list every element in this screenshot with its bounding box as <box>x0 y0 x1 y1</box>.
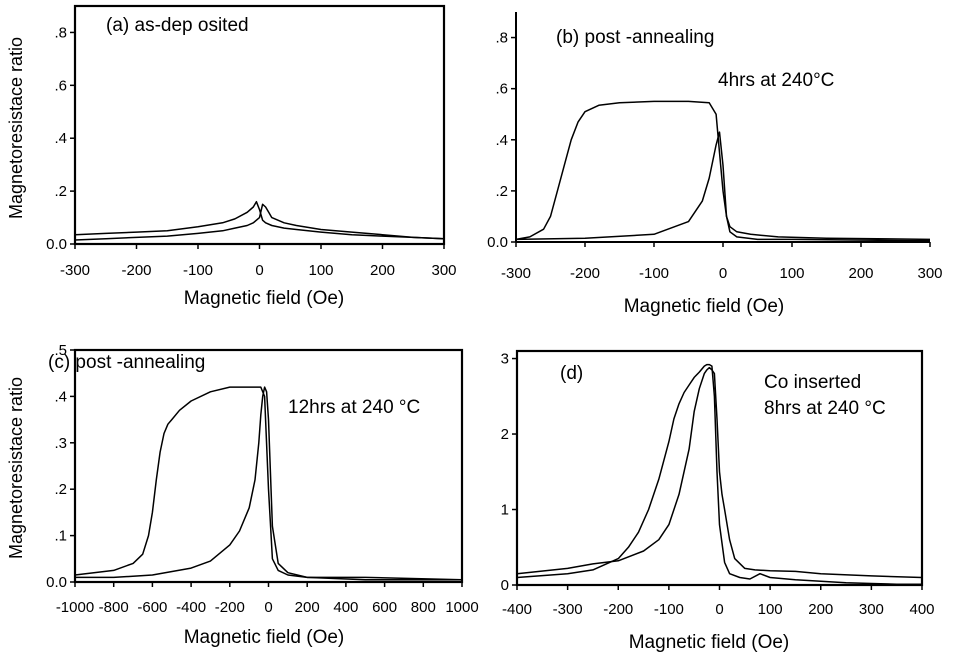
panel-c-x-tick-label: 1000 <box>445 599 478 616</box>
panel-b-series-2-line <box>515 131 931 242</box>
panel-c-x-tick-label: 0 <box>264 599 272 616</box>
panel-c-x-tick-label: 400 <box>333 599 358 616</box>
panel-b-title: (b) post -annealing <box>556 27 714 48</box>
panel-d: -400 -300 -200 -100 0 100 200 300 400 0 1 2 3 (d) Co… <box>501 349 935 653</box>
panel-c-x-tick-label: -800 <box>99 599 129 616</box>
panel-c-x-tick-label: -1000 <box>56 599 94 616</box>
panel-c-y-tick-label: .2 <box>54 481 67 498</box>
panel-c-x-tick-label: -400 <box>176 599 206 616</box>
panel-b-x-tick-label: 0 <box>719 265 727 282</box>
panel-b-x-tick-label: 300 <box>917 265 942 282</box>
panel-b-x-tick-label: 200 <box>848 265 873 282</box>
panel-b-y-tick-label: .4 <box>495 132 508 149</box>
panel-c-frame <box>73 348 464 584</box>
panel-a: -300 -200 -100 0 100 200 300 0.0 .2 .4 .6 .8 (a) as… <box>6 4 457 309</box>
panel-a-series-1-line <box>74 200 445 240</box>
panel-b-series-1-line <box>515 100 931 241</box>
panel-c-x-tick-label: 800 <box>411 599 436 616</box>
panel-d-y-tick-label: 0 <box>501 577 509 594</box>
panel-c-y-tick-label: .5 <box>54 342 67 359</box>
panel-c-xlabel: Magnetic field (Oe) <box>184 627 345 648</box>
panel-a-ylabel: Magnetoresistace ratio <box>6 37 26 219</box>
panel-a-xlabel: Magnetic field (Oe) <box>184 288 345 309</box>
panel-c-y-tick-label: .1 <box>54 528 67 545</box>
panel-b-xlabel: Magnetic field (Oe) <box>624 296 785 317</box>
panel-c-x-tick-label: 200 <box>295 599 320 616</box>
panel-a-x-tick-label: -300 <box>60 262 90 279</box>
panel-a-y-tick-label: .2 <box>54 183 67 200</box>
panel-b: -300 -200 -100 0 100 200 300 0.0 .2 .4 .6 .8 (b) po… <box>487 12 943 317</box>
panel-b-x-tick-label: -200 <box>570 265 600 282</box>
panel-d-y-tick-label: 1 <box>501 502 509 519</box>
panel-d-xlabel: Magnetic field (Oe) <box>629 632 790 653</box>
panel-c-x-tick-label: -600 <box>137 599 167 616</box>
panel-c: -1000 -800 -600 -400 -200 0 200 400 600 800 1000 0.… <box>6 342 479 648</box>
panel-a-title: (a) as-dep osited <box>106 15 249 36</box>
panel-a-plot-area: -300 -200 -100 0 100 200 300 0.0 .2 .4 .6 .8 <box>46 4 457 279</box>
panel-b-y-tick-label: .6 <box>495 81 508 98</box>
panel-d-x-tick-label: 0 <box>715 601 723 618</box>
panel-b-x-tick-label: -100 <box>639 265 669 282</box>
panel-d-x-tick-label: 400 <box>909 601 934 618</box>
panel-d-y-tick-label: 3 <box>501 351 509 368</box>
panel-a-x-tick-label: 200 <box>370 262 395 279</box>
panel-d-x-tick-label: -400 <box>502 601 532 618</box>
panel-d-x-tick-label: -300 <box>553 601 583 618</box>
panel-a-x-tick-label: 300 <box>431 262 456 279</box>
panel-d-x-tick-label: 200 <box>808 601 833 618</box>
panel-d-title: (d) <box>560 363 583 384</box>
panel-d-y-tick-label: 2 <box>501 426 509 443</box>
panel-c-y-tick-label: .3 <box>54 435 67 452</box>
panel-d-series-2-line <box>516 366 923 579</box>
panel-d-x-tick-label: 300 <box>859 601 884 618</box>
panel-d-note-1: Co inserted <box>764 372 861 393</box>
panel-c-series-2-line <box>75 386 463 581</box>
panel-a-x-tick-label: 100 <box>308 262 333 279</box>
panel-c-y-tick-label: 0.0 <box>46 574 67 591</box>
panel-b-y-tick-label: 0.0 <box>487 234 508 251</box>
panel-a-x-tick-label: -200 <box>121 262 151 279</box>
panel-c-x-tick-label: 600 <box>372 599 397 616</box>
panel-b-y-tick-label: .8 <box>495 30 508 47</box>
panel-b-x-tick-label: -300 <box>501 265 531 282</box>
panel-b-condition: 4hrs at 240°C <box>718 70 834 91</box>
panel-d-plot-area: -400 -300 -200 -100 0 100 200 300 400 0 1 2 3 <box>501 349 935 618</box>
panel-c-x-tick-label: -200 <box>215 599 245 616</box>
panel-a-y-tick-label: .6 <box>54 77 67 94</box>
panel-c-y-tick-label: .4 <box>54 388 67 405</box>
panel-c-series-1-line <box>74 386 462 581</box>
panel-a-y-tick-label: .4 <box>54 130 67 147</box>
panel-d-note-2: 8hrs at 240 °C <box>764 398 886 419</box>
panel-b-plot-area: -300 -200 -100 0 100 200 300 0.0 .2 .4 .6 .8 <box>487 12 943 282</box>
panel-a-x-tick-label: 0 <box>255 262 263 279</box>
panel-a-y-tick-label: .8 <box>54 24 67 41</box>
panel-a-series-2-line <box>74 203 445 241</box>
panel-a-x-tick-label: -100 <box>183 262 213 279</box>
panel-d-x-tick-label: -200 <box>603 601 633 618</box>
panel-d-x-tick-label: 100 <box>758 601 783 618</box>
panel-a-y-tick-label: 0.0 <box>46 236 67 253</box>
panel-c-plot-area: -1000 -800 -600 -400 -200 0 200 400 600 800 1000 0.… <box>46 342 479 616</box>
panel-b-y-tick-label: .2 <box>495 183 508 200</box>
panel-c-title: (c) post -annealing <box>48 352 205 373</box>
panel-c-condition: 12hrs at 240 °C <box>288 397 420 418</box>
panel-c-ylabel: Magnetoresistace ratio <box>6 377 26 559</box>
panel-b-x-tick-label: 100 <box>779 265 804 282</box>
panel-d-series-1-line <box>516 363 922 585</box>
panel-d-x-tick-label: -100 <box>654 601 684 618</box>
